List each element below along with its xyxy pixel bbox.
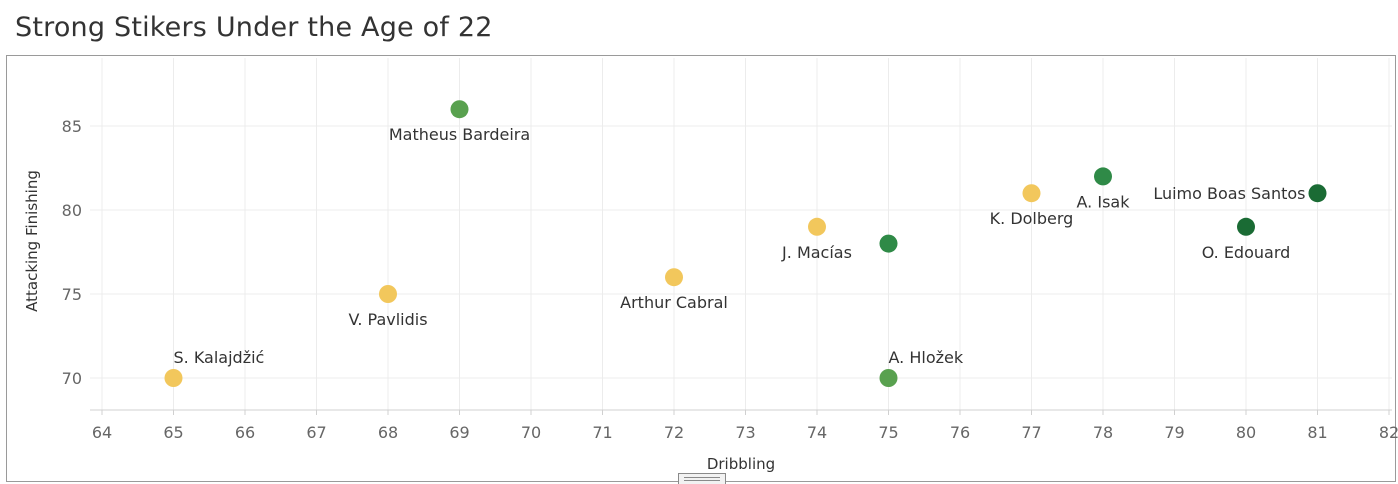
x-tick-label: 77 — [1021, 423, 1041, 442]
chart-title: Strong Stikers Under the Age of 22 — [15, 12, 493, 43]
data-point[interactable] — [450, 100, 469, 119]
y-tick-label: 80 — [62, 201, 82, 220]
x-axis-title: Dribbling — [707, 455, 775, 473]
point-labels: S. Kalajdžić V. Pavlidis Matheus Bardeira A… — [174, 125, 1306, 367]
data-point[interactable] — [879, 369, 898, 387]
point-label: Luimo Boas Santos — [1153, 184, 1305, 203]
x-tick-label: 73 — [735, 423, 755, 442]
point-label: A. Hložek — [889, 348, 964, 367]
x-tick-label: 72 — [664, 423, 684, 442]
x-tick-label: 66 — [235, 423, 255, 442]
resize-handle[interactable] — [678, 473, 726, 484]
point-label: K. Dolberg — [990, 209, 1074, 228]
x-tick-label: 75 — [878, 423, 898, 442]
data-points — [164, 100, 1327, 387]
x-tick-label: 76 — [950, 423, 970, 442]
y-tick-label: 70 — [62, 369, 82, 388]
x-tick-label: 74 — [807, 423, 827, 442]
x-tick-label: 82 — [1379, 423, 1398, 442]
x-tick-label: 65 — [163, 423, 183, 442]
point-label: V. Pavlidis — [348, 310, 427, 329]
x-tick-label: 68 — [378, 423, 398, 442]
point-label: O. Edouard — [1202, 243, 1291, 262]
axes: 64 65 66 67 68 69 70 71 72 73 74 75 76 77 78 79 80 81 82 70… — [62, 117, 1398, 442]
data-point[interactable] — [379, 285, 397, 303]
point-label: J. Macías — [781, 243, 852, 262]
data-point[interactable] — [1308, 184, 1327, 203]
point-label: Matheus Bardeira — [389, 125, 530, 144]
x-tick-label: 67 — [306, 423, 326, 442]
gridlines — [90, 58, 1392, 410]
data-point[interactable] — [665, 268, 683, 287]
y-tick-label: 85 — [62, 117, 82, 136]
point-label: S. Kalajdžić — [174, 348, 265, 367]
data-point[interactable] — [1237, 217, 1255, 236]
point-label: A. Isak — [1077, 192, 1131, 211]
data-point[interactable] — [879, 234, 898, 253]
x-tick-label: 80 — [1236, 423, 1256, 442]
x-tick-label: 81 — [1307, 423, 1327, 442]
x-tick-label: 70 — [521, 423, 541, 442]
point-label: Arthur Cabral — [620, 293, 728, 312]
x-tick-label: 71 — [592, 423, 612, 442]
x-tick-label: 78 — [1093, 423, 1113, 442]
y-axis-title: Attacking Finishing — [23, 170, 41, 312]
x-tick-label: 79 — [1164, 423, 1184, 442]
y-tick-label: 75 — [62, 285, 82, 304]
data-point[interactable] — [1094, 167, 1112, 186]
data-point[interactable] — [808, 217, 826, 236]
x-tick-label: 64 — [92, 423, 112, 442]
data-point[interactable] — [1022, 184, 1041, 203]
data-point[interactable] — [164, 369, 183, 387]
x-tick-label: 69 — [449, 423, 469, 442]
